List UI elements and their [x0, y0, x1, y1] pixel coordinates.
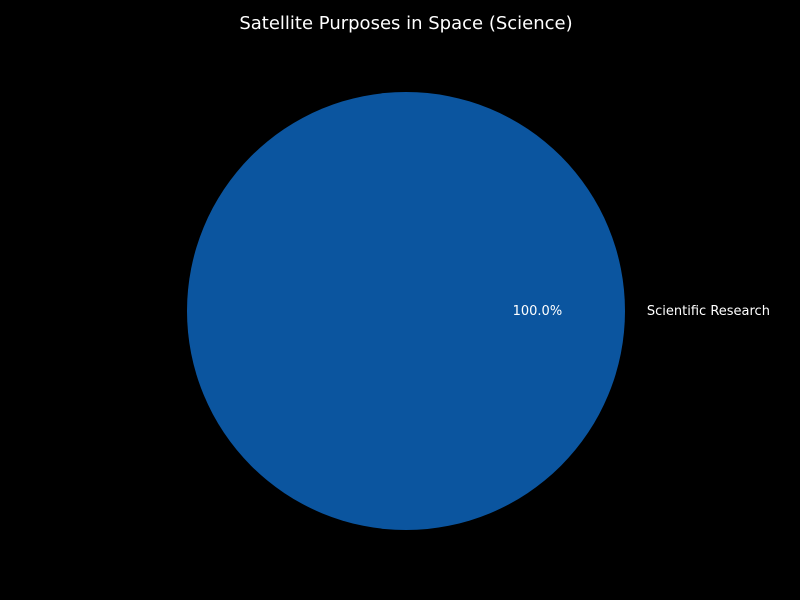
- chart-title: Satellite Purposes in Space (Science): [239, 13, 572, 34]
- pie-labels: Scientific Research 100.0%: [513, 304, 770, 319]
- pie-slice: [187, 92, 625, 530]
- pie-slices: [187, 92, 625, 530]
- slice-label: Scientific Research: [647, 304, 770, 319]
- slice-percent-label: 100.0%: [513, 304, 563, 319]
